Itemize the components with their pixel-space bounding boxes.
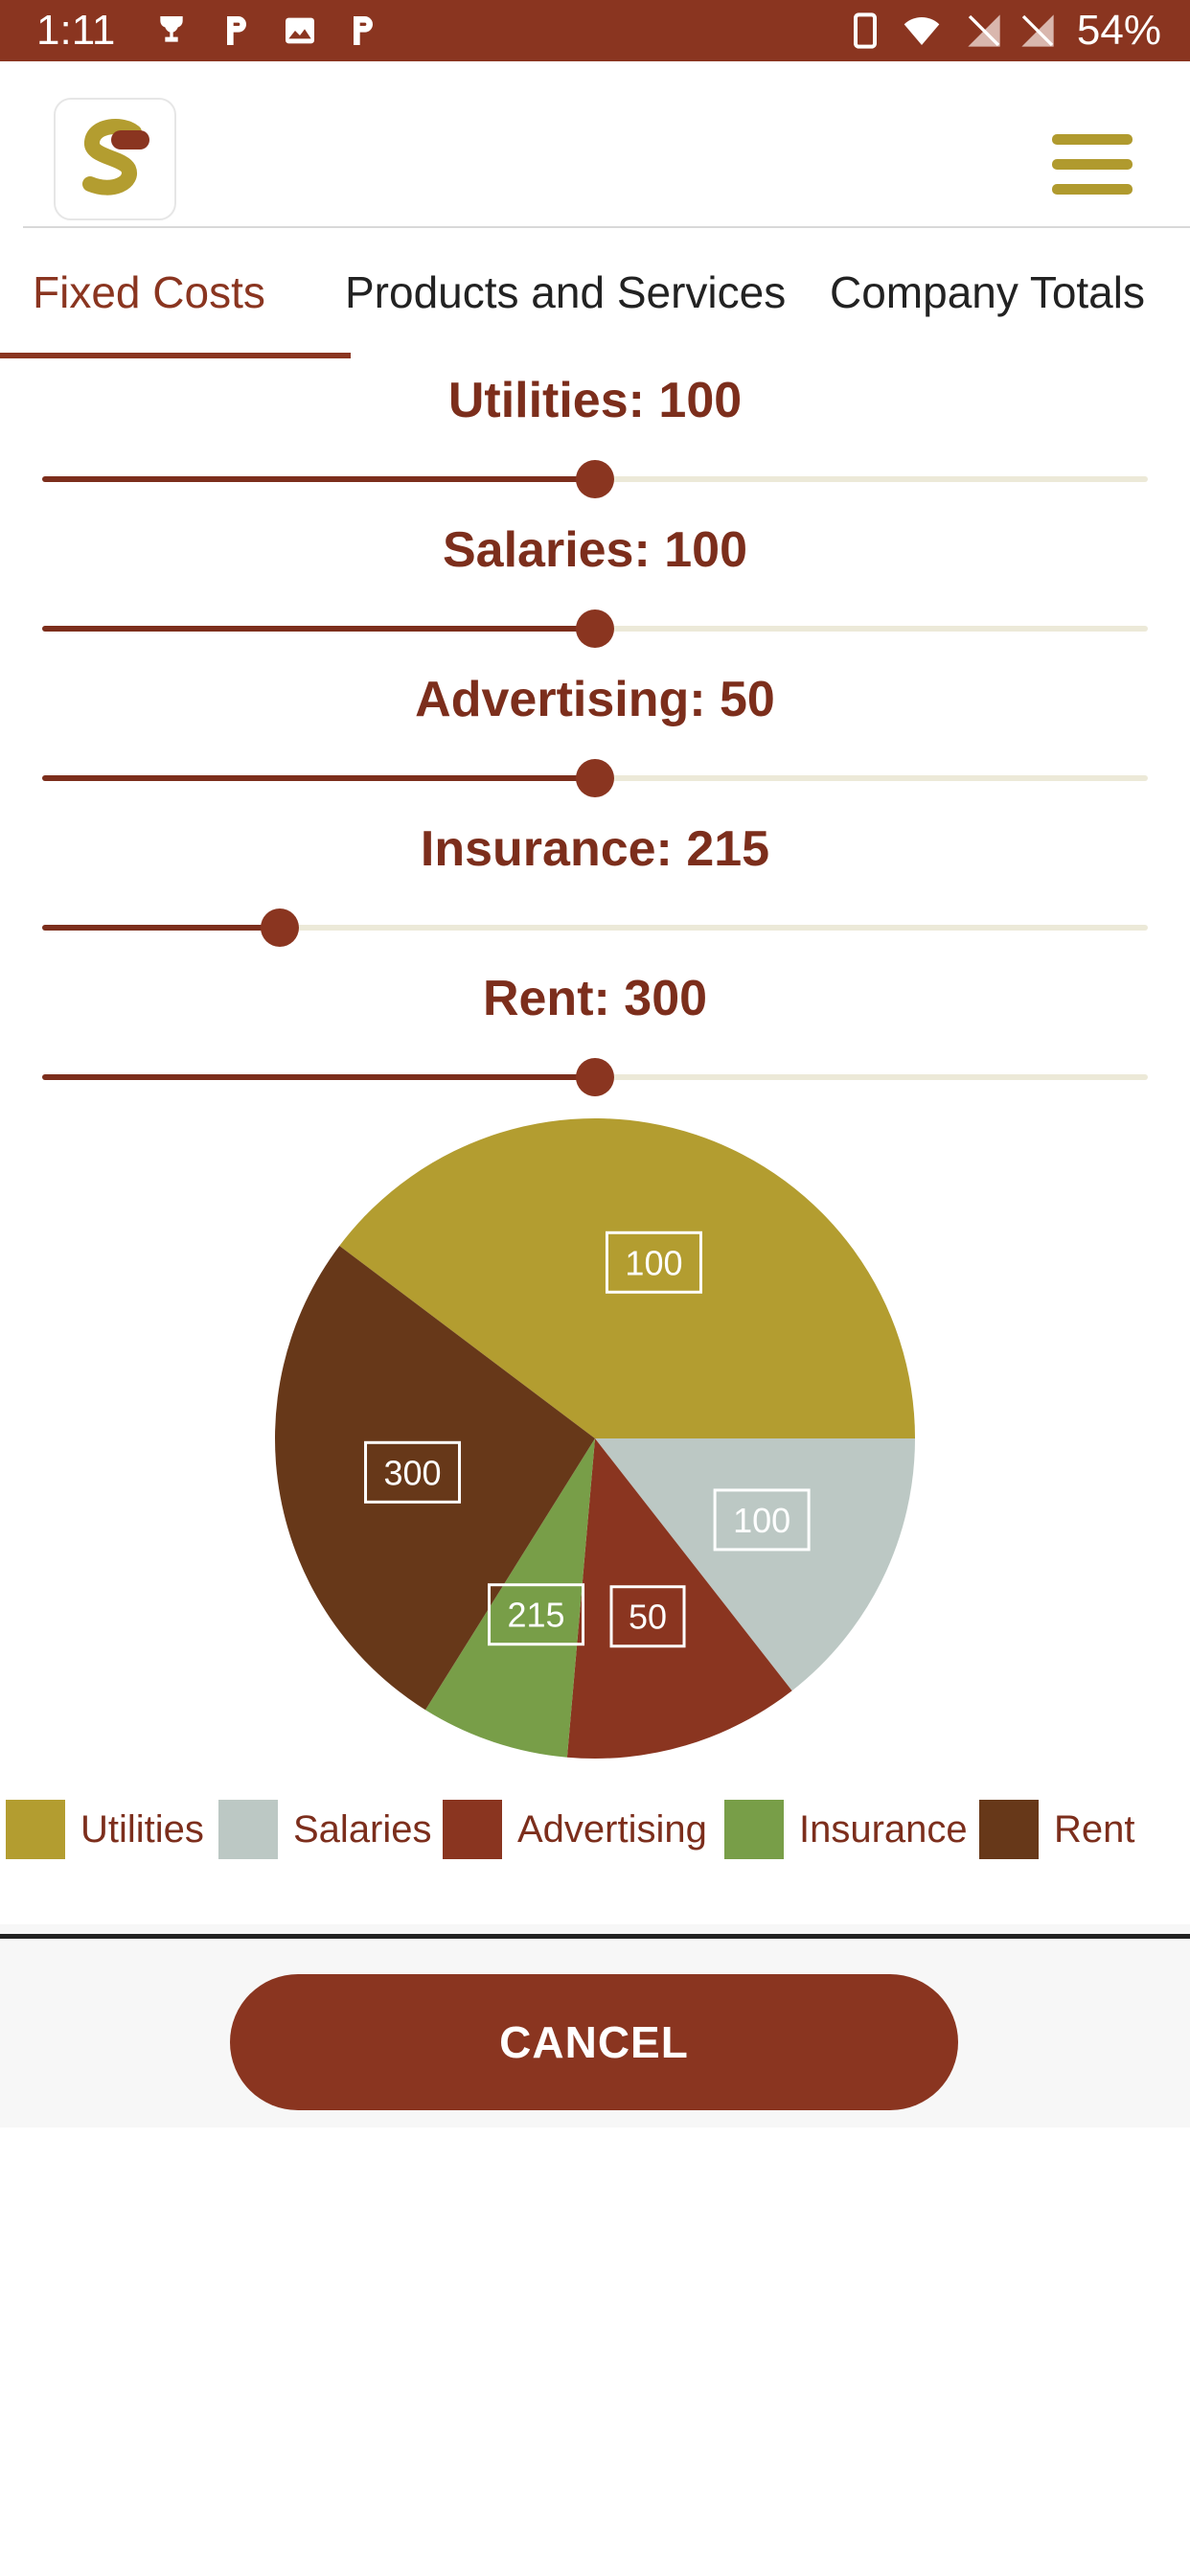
legend-label: Rent — [1054, 1807, 1135, 1851]
status-time: 1:11 — [36, 7, 116, 54]
legend-swatch — [218, 1800, 278, 1859]
cancel-button[interactable]: CANCEL — [230, 1974, 958, 2110]
app-header — [0, 61, 1190, 226]
svg-text:50: 50 — [629, 1598, 667, 1637]
pie-slice-utilities — [339, 1118, 915, 1438]
pie-chart-svg: 100 100 50 215 300 — [274, 1118, 915, 1759]
tab-products-and-services[interactable]: Products and Services — [345, 267, 787, 317]
legend-label: Utilities — [80, 1807, 204, 1851]
slider-fill — [42, 925, 280, 931]
legend-item-insurance: Insurance — [724, 1798, 968, 1861]
slider-thumb[interactable] — [576, 759, 614, 797]
legend-item-rent: Rent — [979, 1798, 1135, 1861]
legend-item-utilities: Utilities — [6, 1798, 204, 1861]
wifi-icon — [904, 17, 940, 45]
svg-text:100: 100 — [733, 1501, 790, 1540]
no-signal-icon — [1021, 14, 1054, 47]
svg-text:215: 215 — [507, 1596, 564, 1635]
pie-slice-insurance — [425, 1438, 595, 1758]
slider-thumb[interactable] — [576, 610, 614, 648]
no-signal-icon — [968, 14, 1000, 47]
slider-salaries[interactable] — [42, 610, 1148, 648]
slider-thumb[interactable] — [576, 460, 614, 498]
slider-advertising[interactable] — [42, 759, 1148, 797]
app-logo — [54, 98, 176, 220]
header-divider — [23, 226, 1190, 228]
image-icon — [286, 17, 314, 44]
pie-chart: 100 100 50 215 300 — [0, 1102, 1190, 1773]
slider-utilities[interactable] — [42, 460, 1148, 498]
legend-label: Insurance — [799, 1807, 968, 1851]
active-tab-indicator — [0, 353, 351, 358]
slider-fill — [42, 476, 595, 482]
status-bar: 1:11 54% — [0, 0, 1190, 61]
trophy-icon — [160, 16, 183, 42]
pie-slice-rent — [274, 1245, 595, 1711]
legend-item-salaries: Salaries — [218, 1798, 432, 1861]
slider-fill — [42, 1074, 595, 1080]
legend-item-advertising: Advertising — [443, 1798, 707, 1861]
slider-thumb[interactable] — [261, 908, 299, 947]
legend-swatch — [724, 1800, 784, 1859]
p-icon — [227, 16, 246, 45]
battery-level: 54% — [1076, 7, 1161, 54]
tab-company-totals[interactable]: Company Totals — [830, 267, 1145, 317]
legend-label: Advertising — [517, 1807, 707, 1851]
p-icon — [354, 16, 373, 45]
slider-insurance[interactable] — [42, 908, 1148, 947]
slider-rent[interactable] — [42, 1058, 1148, 1096]
slider-title-advertising: Advertising: 50 — [415, 672, 775, 727]
phone-icon — [854, 12, 877, 49]
svg-text:300: 300 — [383, 1453, 441, 1492]
slider-title-utilities: Utilities: 100 — [447, 373, 743, 428]
pie-label-utilities: 100 — [605, 1230, 702, 1294]
pie-label-rent: 300 — [364, 1440, 462, 1504]
legend-swatch — [443, 1800, 502, 1859]
slider-fill — [42, 626, 595, 632]
bottom-divider — [0, 1934, 1190, 1939]
legend-label: Salaries — [293, 1807, 432, 1851]
slider-fill — [42, 775, 595, 781]
legend-swatch — [979, 1800, 1039, 1859]
slider-title-insurance: Insurance: 215 — [420, 821, 770, 877]
pie-label-advertising: 50 — [609, 1585, 686, 1648]
slider-title-rent: Rent: 300 — [482, 971, 708, 1026]
pie-slice-salaries — [595, 1438, 915, 1691]
pie-label-salaries: 100 — [713, 1488, 811, 1552]
legend-swatch — [6, 1800, 65, 1859]
pie-slice-advertising — [566, 1438, 792, 1759]
chart-legend: Utilities Salaries Advertising Insurance… — [6, 1798, 1190, 1865]
slider-thumb[interactable] — [576, 1058, 614, 1096]
svg-text:100: 100 — [625, 1243, 682, 1282]
logo-icon — [82, 119, 149, 196]
tab-fixed-costs[interactable]: Fixed Costs — [33, 267, 265, 317]
slider-title-salaries: Salaries: 100 — [442, 522, 748, 578]
hamburger-menu-icon[interactable] — [1052, 134, 1134, 201]
pie-label-insurance: 215 — [488, 1583, 585, 1646]
